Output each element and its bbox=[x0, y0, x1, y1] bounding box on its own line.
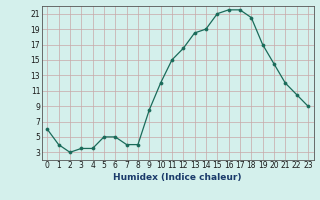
X-axis label: Humidex (Indice chaleur): Humidex (Indice chaleur) bbox=[113, 173, 242, 182]
